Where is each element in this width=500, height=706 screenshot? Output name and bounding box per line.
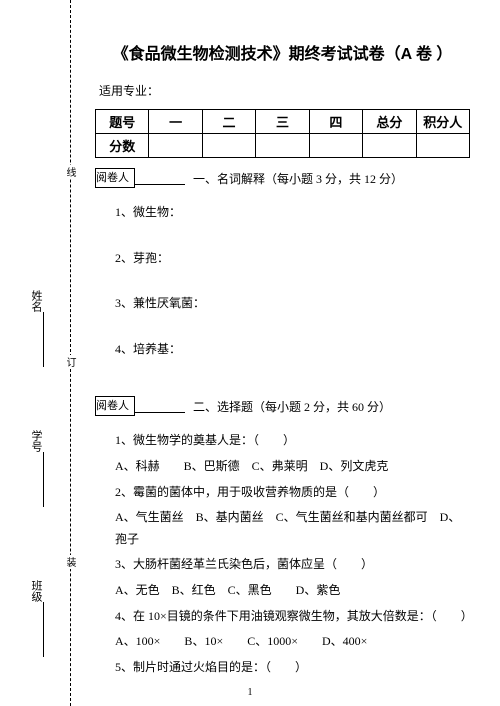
- binding-mark-2: 订: [62, 355, 77, 369]
- score-v-label: 分数: [96, 134, 149, 158]
- score-h-2: 二: [202, 110, 255, 134]
- score-h-0: 题号: [96, 110, 149, 134]
- score-h-5: 总分: [363, 110, 416, 134]
- s2-q3-opts: A、无色 B、红色 C、黑色 D、紫色: [115, 580, 470, 602]
- binding-dash-line: [70, 0, 71, 706]
- binding-mark-1: 线: [62, 165, 77, 179]
- binding-field-class-label: 班级: [30, 580, 42, 602]
- s1-q2: 2、芽孢：: [115, 248, 470, 270]
- score-v-2: [202, 134, 255, 158]
- grader-box-2: 阅卷人: [95, 396, 135, 416]
- score-header-row: 题号 一 二 三 四 总分 积分人: [96, 110, 470, 134]
- score-h-3: 三: [256, 110, 309, 134]
- section2-title: 二、选择题（每小题 2 分，共 60 分）: [193, 398, 391, 415]
- major-label: 适用专业：: [99, 82, 470, 99]
- score-v-1: [149, 134, 202, 158]
- section1-title: 一、名词解释（每小题 3 分，共 12 分）: [193, 170, 403, 187]
- binding-field-id-label: 学号: [30, 430, 42, 452]
- score-v-4: [309, 134, 362, 158]
- s2-q2: 2、霉菌的菌体中，用于吸收营养物质的是（ ）: [115, 482, 470, 504]
- grader-row-1: 阅卷人 一、名词解释（每小题 3 分，共 12 分）: [95, 168, 470, 188]
- page-number: 1: [0, 687, 500, 698]
- s1-q3: 3、兼性厌氧菌：: [115, 293, 470, 315]
- grader-label-2: 阅卷人: [96, 400, 129, 412]
- grader-line-2: [135, 399, 185, 413]
- grader-row-2: 阅卷人 二、选择题（每小题 2 分，共 60 分）: [95, 396, 470, 416]
- score-value-row: 分数: [96, 134, 470, 158]
- binding-field-name: 姓名: [28, 290, 44, 367]
- grader-line-1: [135, 171, 185, 185]
- s2-q5: 5、制片时通过火焰目的是：（ ）: [115, 657, 470, 679]
- binding-field-class: 班级: [28, 580, 44, 657]
- s2-q2-opts: A、气生菌丝 B、基内菌丝 C、气生菌丝和基内菌丝都可 D、孢子: [115, 507, 470, 550]
- s2-q3: 3、大肠杆菌经革兰氏染色后，菌体应呈（ ）: [115, 554, 470, 576]
- score-v-6: [416, 134, 469, 158]
- score-h-4: 四: [309, 110, 362, 134]
- binding-field-name-label: 姓名: [30, 290, 42, 312]
- score-v-5: [363, 134, 416, 158]
- s2-q4-opts: A、100× B、10× C、1000× D、400×: [115, 631, 470, 653]
- grader-label-1: 阅卷人: [96, 172, 129, 184]
- score-h-6: 积分人: [416, 110, 469, 134]
- s1-q1: 1、微生物：: [115, 202, 470, 224]
- grader-box-1: 阅卷人: [95, 168, 135, 188]
- s2-q1-opts: A、科赫 B、巴斯德 C、弗莱明 D、列文虎克: [115, 456, 470, 478]
- s1-q4: 4、培养基：: [115, 339, 470, 361]
- score-h-1: 一: [149, 110, 202, 134]
- binding-margin: 线 订 装 姓名 学号 班级: [0, 0, 90, 706]
- s2-q1: 1、微生物学的奠基人是：（ ）: [115, 430, 470, 452]
- score-table: 题号 一 二 三 四 总分 积分人 分数: [95, 109, 470, 158]
- score-v-3: [256, 134, 309, 158]
- s2-q4: 4、在 10×目镜的条件下用油镜观察微生物，其放大倍数是：（ ）: [115, 606, 470, 628]
- binding-mark-3: 装: [62, 555, 77, 569]
- exam-title: 《食品微生物检测技术》期终考试试卷（A 卷 ）: [95, 40, 470, 64]
- binding-field-id: 学号: [28, 430, 44, 507]
